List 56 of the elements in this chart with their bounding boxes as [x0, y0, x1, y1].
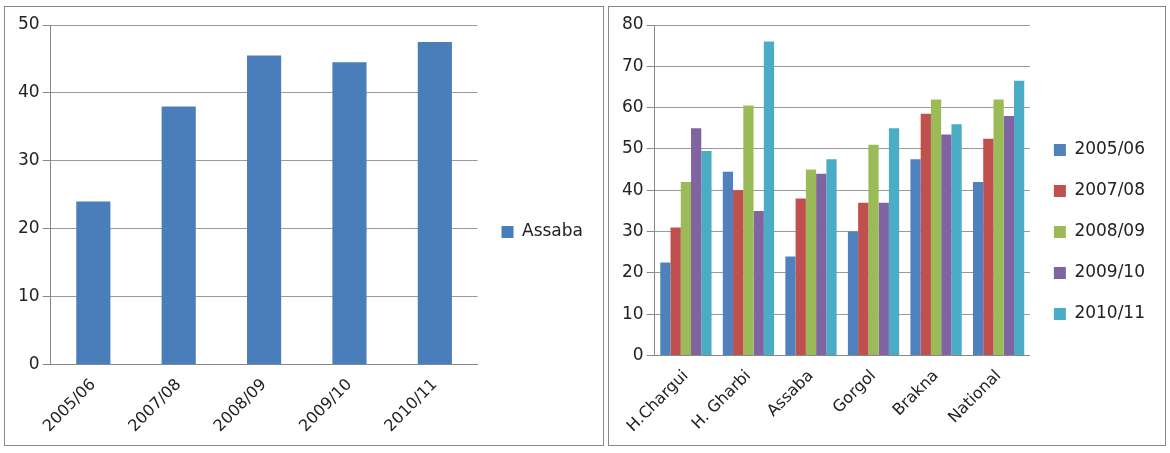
y-tick-label: 10 [621, 302, 644, 323]
bar [785, 256, 796, 356]
y-tick-label: 20 [17, 217, 40, 238]
bar [951, 124, 962, 356]
legend-label: 2008/09 [1074, 220, 1145, 241]
legend-label: 2009/10 [1074, 261, 1145, 282]
bar [763, 41, 775, 356]
bar [1013, 80, 1025, 356]
y-tick-label: 20 [621, 261, 644, 282]
y-tick-label: 40 [621, 178, 644, 199]
legend-label: 2005/06 [1074, 138, 1145, 159]
bar [795, 198, 806, 356]
bar [858, 202, 869, 356]
bar [847, 231, 859, 356]
bar [816, 173, 827, 356]
bar [920, 113, 931, 356]
bar [993, 99, 1004, 356]
bar [332, 62, 367, 364]
bar [983, 138, 994, 356]
y-tick-label: 30 [621, 220, 644, 241]
bar [701, 151, 712, 356]
bar [972, 182, 984, 356]
legend-label: 2007/08 [1074, 179, 1145, 200]
y-tick-label: 50 [17, 13, 40, 34]
bar [1003, 115, 1014, 356]
bar [930, 99, 942, 356]
bar [417, 41, 452, 364]
y-tick-label: 0 [632, 343, 644, 364]
bar [941, 134, 952, 356]
y-tick-label: 0 [28, 352, 40, 373]
bar [680, 182, 692, 356]
bar [743, 105, 754, 356]
y-tick-label: 50 [621, 137, 644, 158]
y-tick-label: 30 [17, 149, 40, 170]
bar [733, 190, 744, 356]
bar [826, 159, 837, 356]
bar [753, 210, 764, 356]
bar [76, 201, 111, 364]
bar [805, 169, 817, 356]
bar [670, 227, 681, 356]
bar [691, 128, 702, 356]
bar [868, 144, 879, 356]
bar [660, 262, 671, 356]
bar [161, 106, 196, 364]
y-tick-label: 80 [621, 13, 644, 34]
y-tick-label: 60 [621, 96, 644, 117]
y-tick-label: 10 [17, 284, 40, 305]
y-tick-label: 40 [17, 81, 40, 102]
bar [722, 171, 734, 356]
bar [247, 55, 282, 364]
y-tick-label: 70 [621, 54, 644, 75]
bar [910, 159, 921, 356]
bar [878, 202, 889, 356]
bar [888, 128, 900, 356]
legend-label: 2010/11 [1074, 302, 1145, 323]
legend-label: Assaba [522, 220, 584, 241]
